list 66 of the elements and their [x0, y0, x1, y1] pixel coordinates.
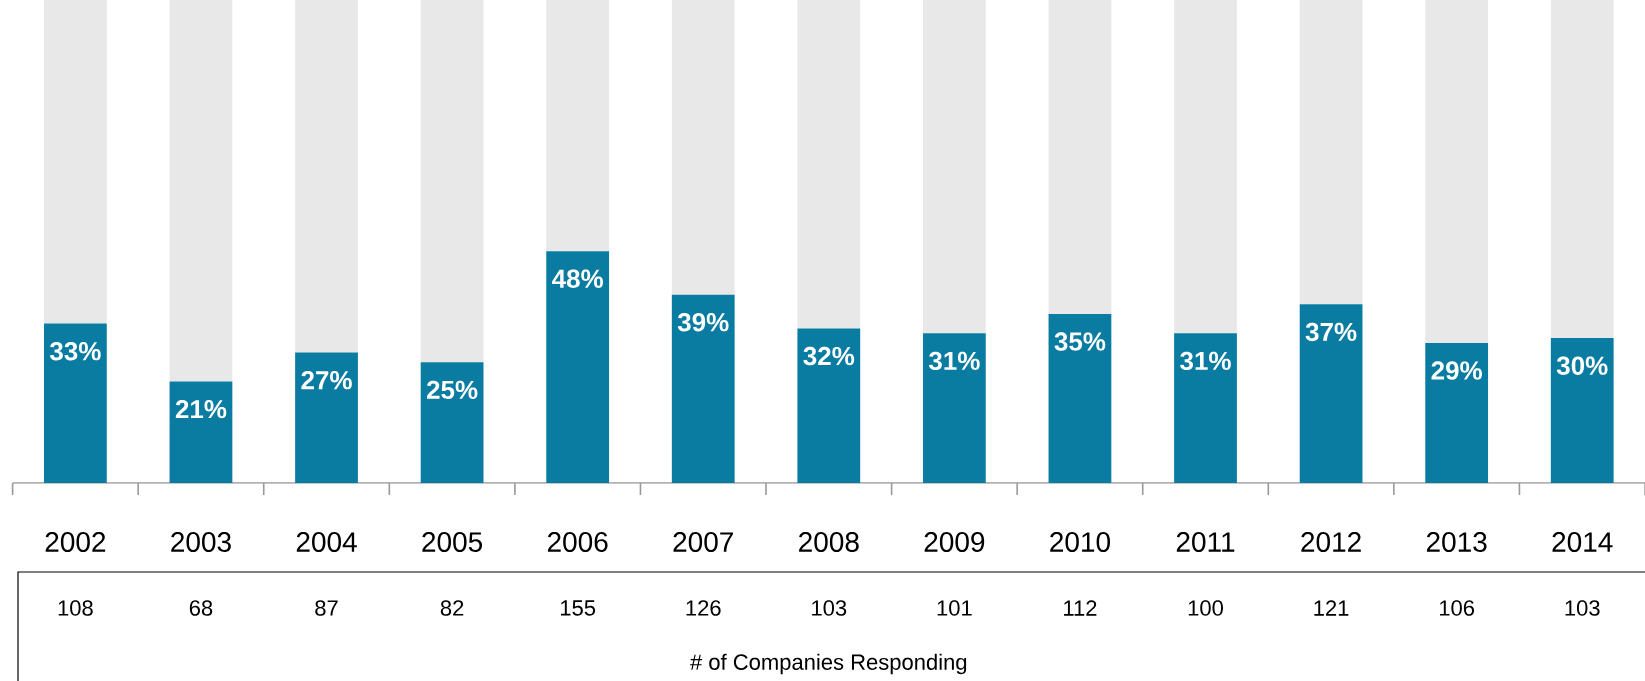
x-axis-title: # of Companies Responding	[690, 653, 967, 675]
bar	[671, 0, 735, 295]
text: 108	[58, 600, 93, 616]
bar	[1550, 338, 1614, 483]
x-tick-label: 2005	[422, 532, 483, 552]
x-tick-label: 2011	[1176, 532, 1235, 552]
text: 68	[189, 600, 213, 616]
x-tick-label: 2014	[1552, 532, 1613, 552]
bar	[420, 362, 484, 483]
x-tick-label: 2013	[1426, 532, 1487, 552]
x-tick-label: 2002	[45, 532, 106, 552]
text: 103	[1565, 600, 1600, 616]
text: 87	[315, 600, 338, 616]
bar	[295, 0, 358, 353]
x-tick-label: 2008	[799, 532, 859, 552]
data-label: 33%	[49, 342, 101, 361]
text: 101	[937, 600, 972, 616]
data-label: 31%	[1180, 351, 1231, 371]
x-tick-label: 2009	[924, 532, 985, 552]
data-label: 31%	[928, 351, 980, 371]
bar	[43, 323, 107, 483]
x-tick-label: 2004	[296, 532, 357, 552]
text: 103	[812, 600, 847, 616]
data-label: 35%	[1054, 332, 1106, 351]
bar	[43, 0, 107, 324]
bar	[1299, 0, 1363, 305]
data-label: 32%	[803, 346, 855, 366]
bar	[1174, 0, 1237, 334]
bar	[797, 0, 861, 329]
text: 155	[560, 600, 596, 616]
text: 106	[1439, 600, 1475, 616]
data-label: 27%	[301, 370, 352, 390]
bar	[169, 381, 233, 483]
bar	[1174, 333, 1237, 483]
text: 121	[1314, 600, 1349, 616]
bar	[1425, 0, 1489, 343]
bar	[1550, 0, 1614, 339]
bar	[671, 294, 735, 483]
data-label: 25%	[426, 380, 478, 400]
data-label: 39%	[677, 313, 729, 332]
x-tick-label: 2007	[673, 532, 733, 552]
bar	[797, 328, 861, 483]
bar	[420, 0, 484, 363]
data-label: 30%	[1556, 356, 1608, 375]
x-tick-label: 2003	[171, 532, 231, 552]
x-tick-label: 2012	[1301, 532, 1361, 552]
bar	[922, 0, 986, 334]
bar	[922, 333, 986, 483]
data-label: 48%	[552, 269, 603, 288]
data-label: 37%	[1305, 322, 1357, 342]
text: 126	[686, 600, 721, 616]
bar	[546, 0, 610, 252]
text: 82	[440, 600, 464, 616]
bar	[1048, 0, 1112, 314]
bar	[546, 251, 610, 483]
bar	[1425, 342, 1489, 483]
data-label: 21%	[175, 399, 227, 419]
text: 100	[1188, 600, 1223, 616]
bar	[169, 0, 233, 382]
data-label: 29%	[1431, 361, 1482, 380]
bar	[1299, 304, 1363, 483]
bar	[295, 352, 358, 483]
x-tick-label: 2006	[547, 532, 608, 552]
text: 112	[1064, 600, 1097, 616]
bar	[1048, 313, 1112, 483]
x-tick-label: 2010	[1050, 532, 1110, 552]
